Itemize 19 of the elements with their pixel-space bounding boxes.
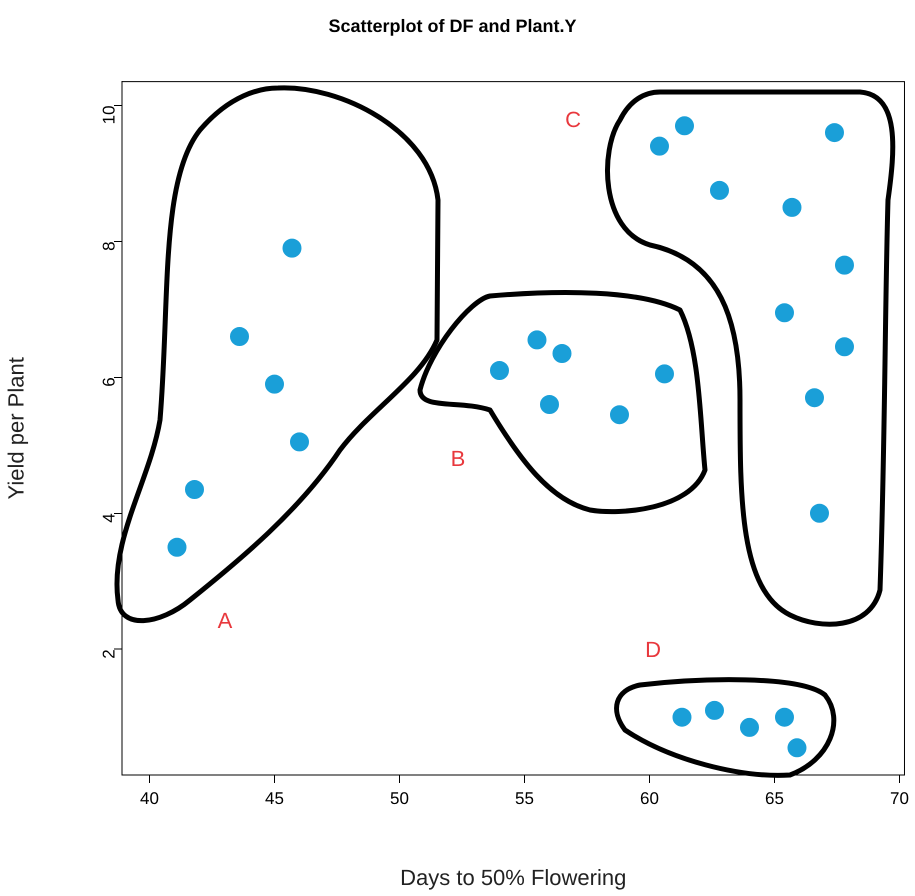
x-tick-label: 65: [765, 788, 784, 808]
annotation: D: [645, 637, 661, 662]
y-tick-label: 4: [100, 513, 119, 523]
y-tick-label: 6: [100, 377, 119, 387]
x-tick-label: 55: [515, 788, 534, 808]
y-tick-label: 10: [100, 105, 119, 124]
x-tick-label: 40: [140, 788, 159, 808]
chart-title: Scatterplot of DF and Plant.Y: [328, 16, 577, 36]
y-tick-label: 8: [100, 241, 119, 251]
annotation: A: [218, 608, 233, 634]
x-tick-label: 70: [890, 788, 909, 808]
x-axis-title: Days to 50% Flowering: [400, 864, 626, 890]
x-tick-label: 60: [640, 788, 659, 808]
y-axis-title: Yield per Plant: [3, 357, 28, 500]
annotation: B: [450, 446, 466, 472]
annotation: C: [565, 107, 582, 132]
x-tick-label: 45: [265, 788, 284, 808]
y-tick-label: 2: [100, 649, 119, 659]
x-tick-label: 50: [390, 788, 409, 808]
